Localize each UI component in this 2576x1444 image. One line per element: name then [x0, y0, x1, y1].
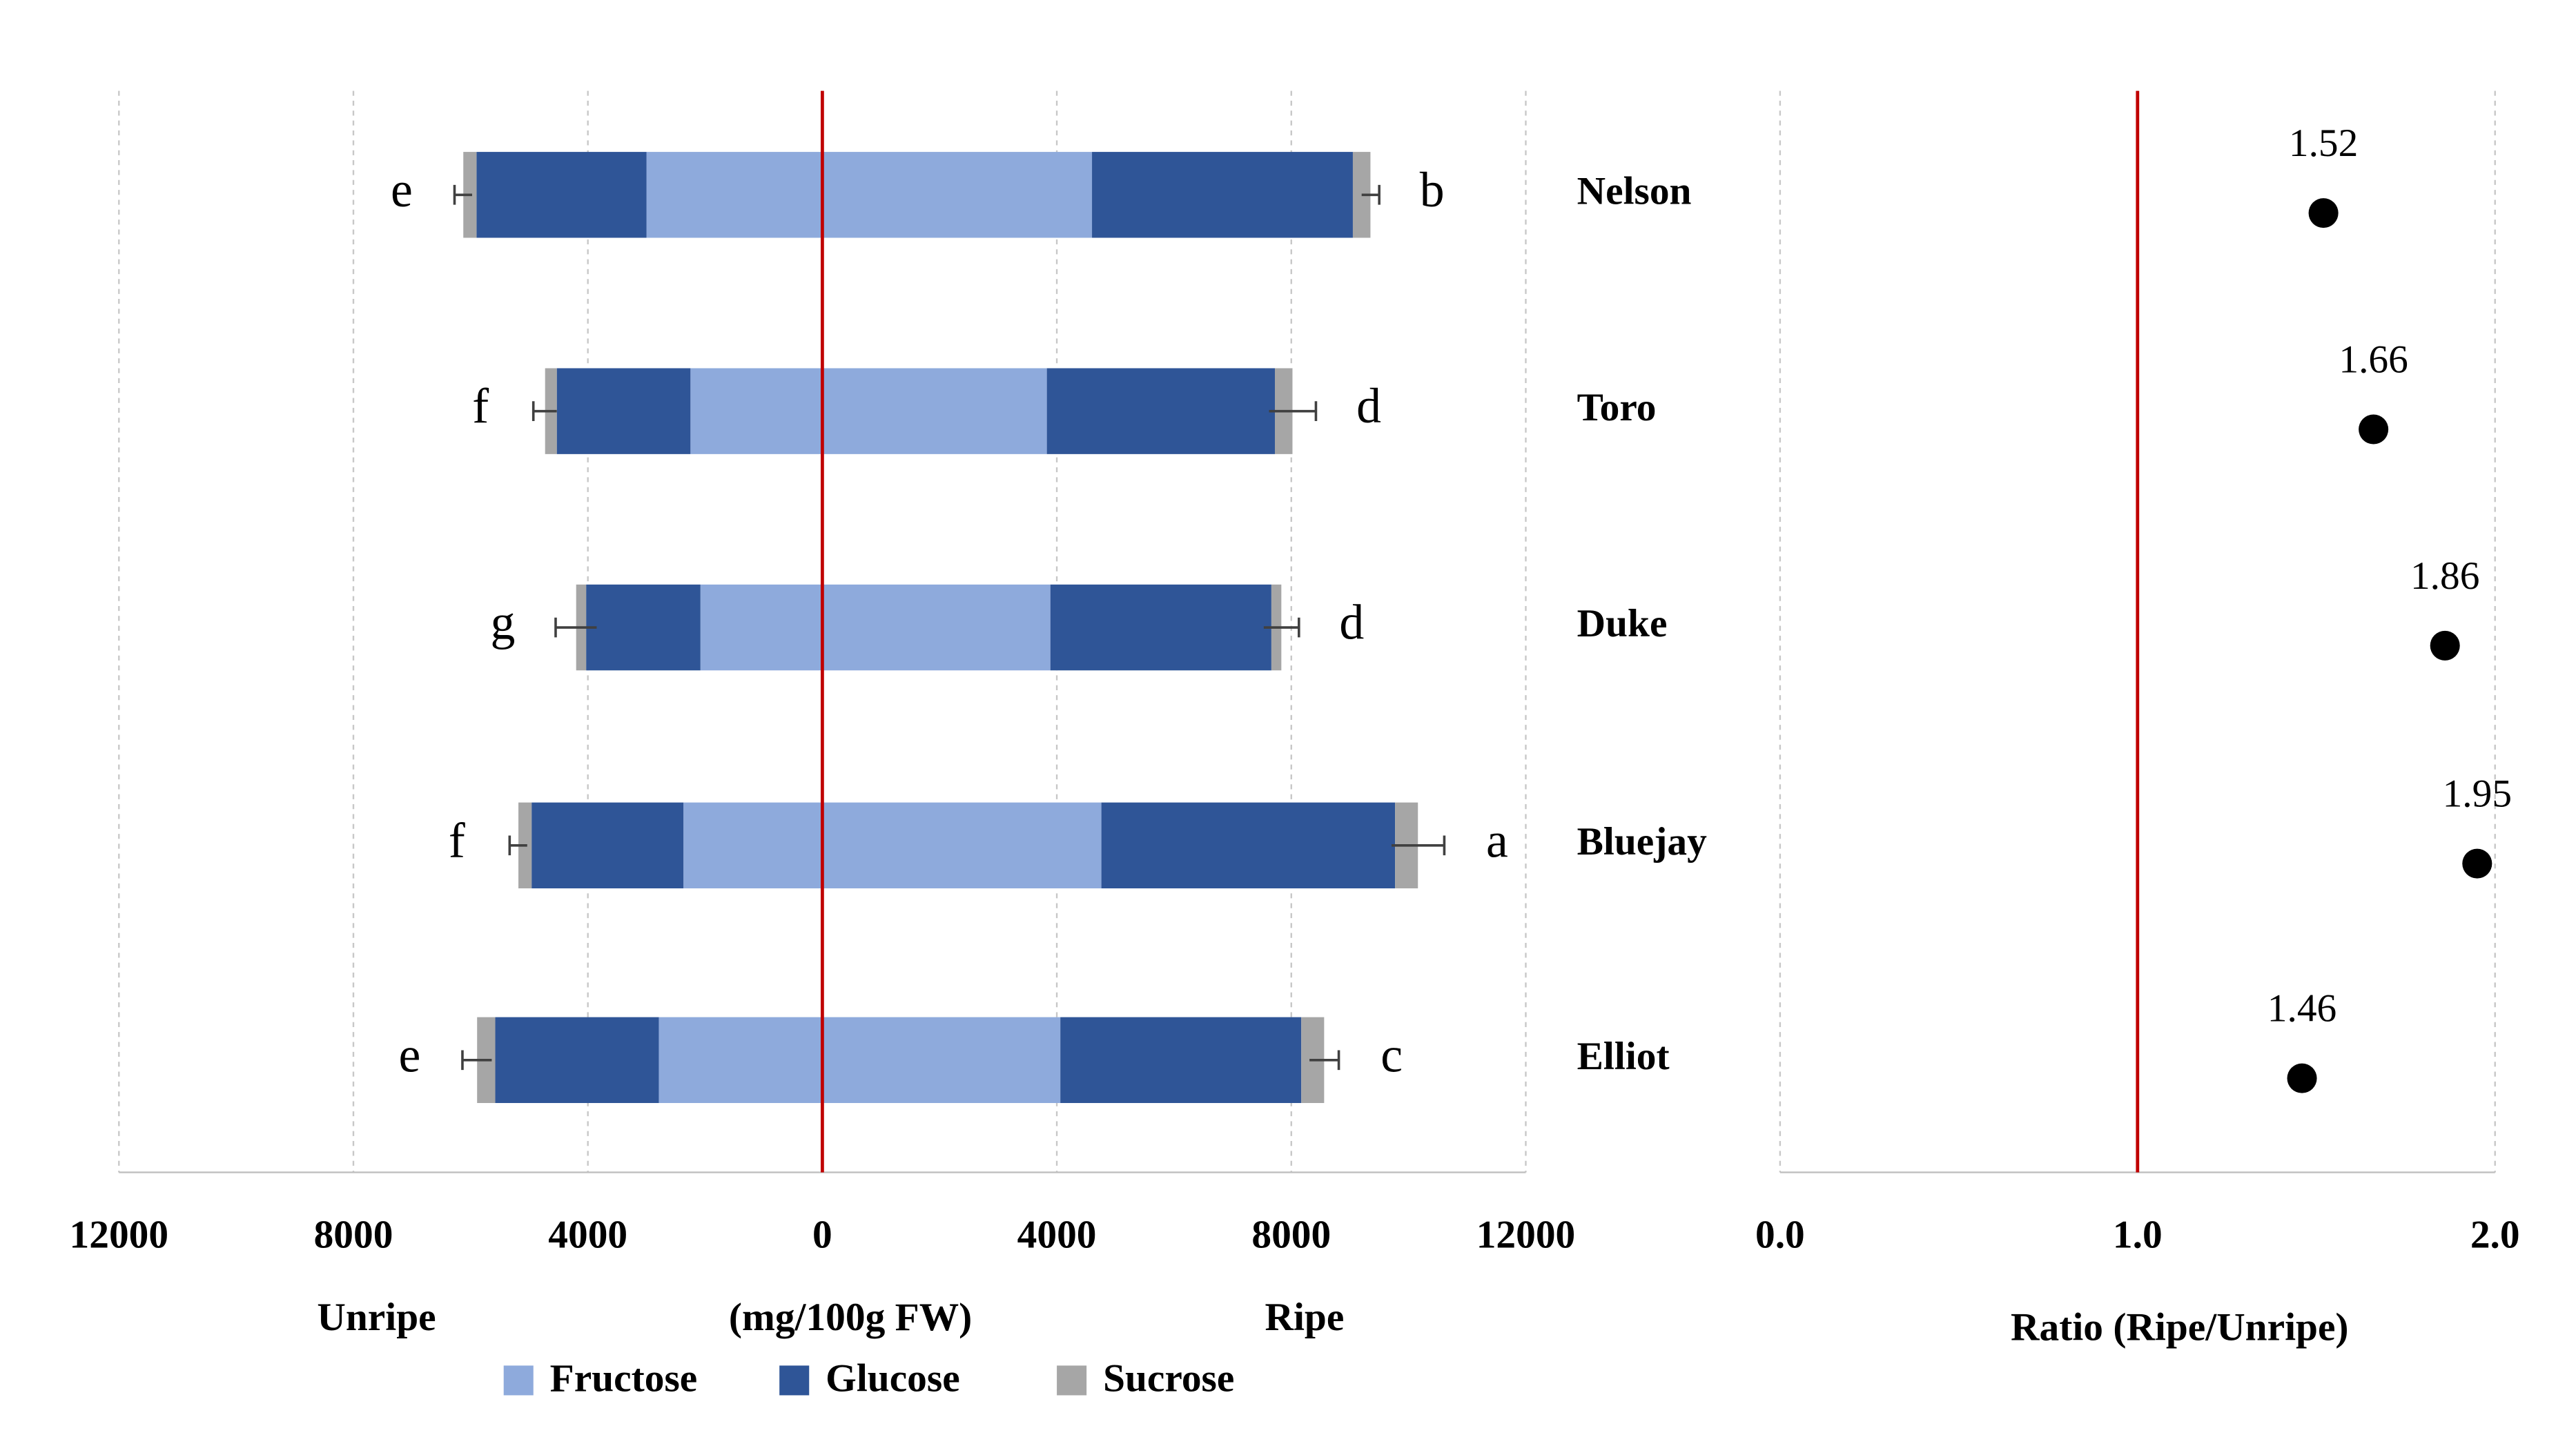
- error-bar: [461, 1050, 492, 1071]
- error-bar: [1309, 1050, 1340, 1071]
- error-bar: [508, 835, 527, 856]
- letter: f: [472, 378, 489, 433]
- category-label: Nelson: [1577, 169, 1692, 213]
- legend-swatch: [779, 1365, 810, 1396]
- bar-ripe: [822, 802, 1102, 889]
- x-tick-label: 4000: [548, 1213, 627, 1256]
- x-tick-label: 0: [812, 1213, 832, 1256]
- letter: f: [449, 812, 465, 868]
- bar-ripe: [822, 368, 1047, 454]
- letter: g: [491, 595, 516, 650]
- value-label: 1.46: [2267, 987, 2336, 1031]
- bar-unripe: [658, 1017, 823, 1104]
- dot: [2287, 1063, 2317, 1093]
- value-label: 1.95: [2443, 772, 2512, 816]
- legend-label: Glucose: [826, 1356, 960, 1400]
- letter: e: [398, 1027, 420, 1082]
- bar-unripe: [531, 802, 684, 889]
- x-tick-label: 0.0: [1755, 1213, 1805, 1256]
- bar-ripe: [1092, 152, 1353, 238]
- error-bar: [531, 401, 557, 422]
- dot: [2359, 414, 2389, 445]
- bar-unripe: [646, 152, 823, 238]
- x-tick-label: 8000: [314, 1213, 393, 1256]
- error-bar: [554, 617, 597, 638]
- bar-unripe: [586, 584, 701, 671]
- bar-ripe: [1060, 1017, 1302, 1104]
- bar-ripe: [1046, 368, 1276, 454]
- bar-ripe: [822, 152, 1093, 238]
- error-bar: [453, 184, 472, 205]
- error-bar: [1361, 184, 1380, 205]
- category-label: Duke: [1577, 602, 1668, 645]
- x-tick-label: 1.0: [2113, 1213, 2163, 1256]
- value-label: 1.86: [2410, 554, 2479, 598]
- bar-unripe: [556, 368, 691, 454]
- letter: a: [1486, 812, 1508, 868]
- bar-ripe: [1101, 802, 1396, 889]
- bar-ripe: [1050, 584, 1271, 671]
- value-label: 1.66: [2339, 338, 2408, 381]
- bar-unripe: [690, 368, 823, 454]
- legend-label: Fructose: [550, 1356, 698, 1400]
- letter: e: [391, 162, 413, 217]
- axis-label: (mg/100g FW): [729, 1296, 972, 1339]
- value-label: 1.52: [2289, 121, 2358, 165]
- error-bar: [1269, 401, 1318, 422]
- bar-ripe: [822, 584, 1051, 671]
- error-bar: [1263, 617, 1300, 638]
- legend-swatch: [1057, 1365, 1087, 1396]
- legend-swatch: [503, 1365, 534, 1396]
- category-label: Elliot: [1577, 1035, 1670, 1078]
- axis-label: Ratio (Ripe/Unripe): [2011, 1305, 2349, 1349]
- letter: d: [1356, 378, 1381, 433]
- category-label: Bluejay: [1577, 820, 1707, 864]
- x-tick-label: 12000: [70, 1213, 169, 1256]
- legend-label: Sucrose: [1103, 1356, 1234, 1400]
- x-tick-label: 2.0: [2470, 1213, 2520, 1256]
- dot: [2462, 848, 2492, 879]
- dot: [2430, 630, 2460, 661]
- letter: b: [1420, 162, 1445, 217]
- letter: c: [1380, 1027, 1403, 1082]
- error-bar: [1392, 835, 1446, 856]
- dot: [2308, 198, 2339, 228]
- axis-label: Unripe: [317, 1296, 436, 1339]
- axis-label: Ripe: [1265, 1296, 1345, 1339]
- bar-ripe: [822, 1017, 1061, 1104]
- bar-unripe: [683, 802, 823, 889]
- x-tick-label: 8000: [1251, 1213, 1331, 1256]
- bar-unripe: [476, 152, 647, 238]
- bar-unripe: [495, 1017, 659, 1104]
- category-label: Toro: [1577, 386, 1657, 429]
- letter: d: [1339, 595, 1364, 650]
- bar-unripe: [700, 584, 823, 671]
- x-tick-label: 4000: [1017, 1213, 1097, 1256]
- x-tick-label: 12000: [1476, 1213, 1576, 1256]
